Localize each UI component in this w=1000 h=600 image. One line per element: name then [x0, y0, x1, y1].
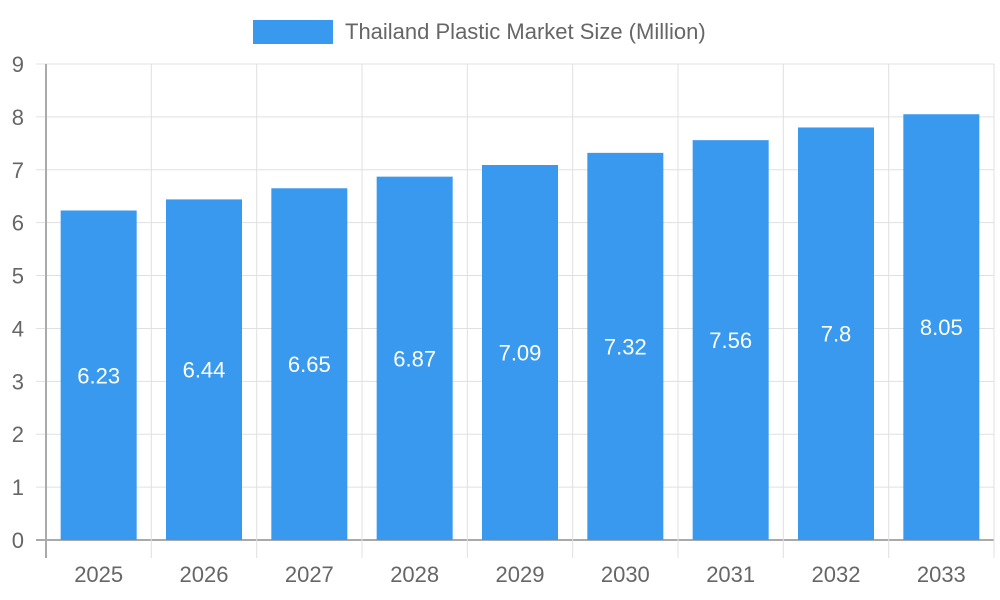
bar-2030	[587, 152, 664, 540]
bar-2033	[903, 114, 980, 540]
x-tick-label: 2027	[285, 562, 334, 587]
data-label: 7.32	[604, 334, 647, 359]
data-label: 7.56	[709, 328, 752, 353]
bar-2032	[798, 127, 874, 540]
y-tick-label: 2	[12, 422, 24, 447]
data-label: 8.05	[920, 315, 963, 340]
y-tick-label: 1	[12, 475, 24, 500]
x-tick-label: 2031	[706, 562, 755, 587]
chart-legend[interactable]: Thailand Plastic Market Size (Million)	[253, 19, 706, 45]
y-tick-label: 6	[12, 211, 24, 236]
data-label: 6.44	[183, 358, 226, 383]
y-tick-label: 7	[12, 158, 24, 183]
data-label: 7.8	[821, 322, 852, 347]
bar-2031	[692, 140, 769, 540]
x-tick-label: 2032	[812, 562, 861, 587]
x-tick-label: 2025	[74, 562, 123, 587]
bar-2027	[271, 188, 348, 541]
data-label: 6.23	[77, 363, 120, 388]
y-tick-label: 4	[12, 316, 24, 341]
data-label: 6.87	[393, 346, 436, 371]
y-tick-label: 0	[12, 528, 24, 553]
bar-2028	[376, 176, 453, 541]
data-label: 6.65	[288, 352, 331, 377]
y-tick-label: 9	[12, 52, 24, 77]
data-label: 7.09	[499, 341, 542, 366]
x-tick-label: 2029	[496, 562, 545, 587]
bar-2029	[482, 165, 558, 541]
x-tick-label: 2026	[180, 562, 229, 587]
legend-label: Thailand Plastic Market Size (Million)	[345, 19, 706, 44]
x-tick-label: 2033	[917, 562, 966, 587]
bar-2026	[166, 199, 242, 540]
legend-swatch	[253, 20, 333, 44]
y-tick-label: 3	[12, 369, 24, 394]
x-tick-label: 2028	[390, 562, 439, 587]
bar-2025	[60, 210, 137, 540]
y-tick-label: 5	[12, 264, 24, 289]
x-tick-label: 2030	[601, 562, 650, 587]
y-tick-label: 8	[12, 105, 24, 130]
